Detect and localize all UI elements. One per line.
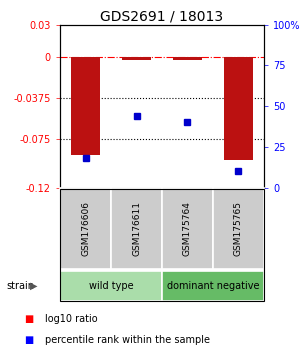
- Bar: [122, 57, 151, 59]
- Text: dominant negative: dominant negative: [167, 281, 259, 291]
- Text: GSM176606: GSM176606: [81, 201, 90, 256]
- Title: GDS2691 / 18013: GDS2691 / 18013: [100, 10, 224, 24]
- Bar: [224, 57, 253, 160]
- Bar: [71, 57, 100, 155]
- Text: ■: ■: [24, 314, 33, 324]
- Text: log10 ratio: log10 ratio: [45, 314, 98, 324]
- Text: ▶: ▶: [30, 281, 38, 291]
- Text: wild type: wild type: [89, 281, 133, 291]
- Text: GSM175765: GSM175765: [234, 201, 243, 256]
- Text: percentile rank within the sample: percentile rank within the sample: [45, 335, 210, 345]
- Text: GSM175764: GSM175764: [183, 201, 192, 256]
- Text: ■: ■: [24, 335, 33, 345]
- Bar: [173, 57, 202, 59]
- Text: strain: strain: [6, 281, 34, 291]
- Text: GSM176611: GSM176611: [132, 201, 141, 256]
